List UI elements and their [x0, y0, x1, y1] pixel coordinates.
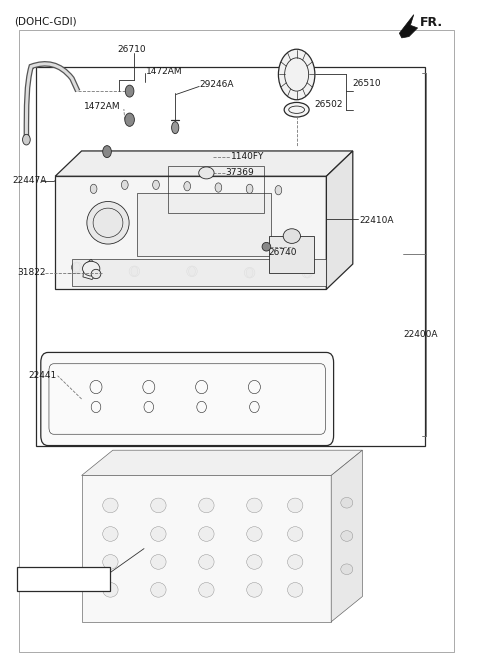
- Ellipse shape: [83, 261, 100, 276]
- Text: 26510: 26510: [353, 78, 382, 88]
- Ellipse shape: [247, 498, 262, 513]
- Ellipse shape: [262, 242, 271, 251]
- Text: 31822: 31822: [17, 268, 45, 277]
- Ellipse shape: [187, 266, 197, 277]
- Ellipse shape: [151, 527, 166, 541]
- Circle shape: [90, 184, 97, 194]
- Circle shape: [121, 180, 128, 190]
- Text: 29246A: 29246A: [200, 80, 234, 89]
- Ellipse shape: [247, 583, 262, 597]
- Circle shape: [23, 134, 30, 145]
- Circle shape: [131, 267, 138, 276]
- Polygon shape: [83, 259, 99, 279]
- Text: (DOHC-GDI): (DOHC-GDI): [14, 16, 77, 27]
- FancyBboxPatch shape: [41, 352, 334, 446]
- Circle shape: [189, 267, 195, 276]
- Polygon shape: [82, 450, 362, 475]
- Bar: [82, 198, 88, 203]
- Polygon shape: [326, 151, 353, 289]
- Ellipse shape: [151, 555, 166, 569]
- Ellipse shape: [172, 122, 179, 134]
- Ellipse shape: [288, 555, 303, 569]
- Ellipse shape: [199, 583, 214, 597]
- Text: 22441: 22441: [29, 371, 57, 380]
- Polygon shape: [399, 15, 418, 38]
- Text: FR.: FR.: [420, 16, 443, 29]
- Circle shape: [275, 186, 282, 195]
- Ellipse shape: [341, 497, 353, 508]
- Bar: [72, 259, 326, 286]
- Ellipse shape: [288, 498, 303, 513]
- Ellipse shape: [283, 229, 300, 243]
- Text: REF.20-221B: REF.20-221B: [24, 575, 83, 584]
- FancyBboxPatch shape: [17, 567, 110, 591]
- Text: 26710: 26710: [118, 45, 146, 55]
- Polygon shape: [203, 158, 210, 166]
- Circle shape: [153, 180, 159, 190]
- Text: 26502: 26502: [314, 100, 343, 109]
- Bar: [36, 66, 425, 446]
- Polygon shape: [55, 176, 326, 289]
- Bar: [269, 236, 314, 273]
- Ellipse shape: [87, 201, 129, 244]
- Circle shape: [246, 184, 253, 194]
- Ellipse shape: [151, 498, 166, 513]
- Text: 37369: 37369: [226, 168, 254, 178]
- Polygon shape: [82, 475, 331, 622]
- Ellipse shape: [244, 267, 255, 278]
- Ellipse shape: [129, 266, 140, 277]
- Ellipse shape: [103, 555, 118, 569]
- Circle shape: [304, 268, 311, 277]
- Ellipse shape: [91, 269, 101, 279]
- Circle shape: [246, 268, 253, 277]
- Ellipse shape: [341, 531, 353, 541]
- Text: 22447A: 22447A: [12, 176, 47, 186]
- Bar: [81, 175, 88, 183]
- Ellipse shape: [103, 583, 118, 597]
- Text: 1472AM: 1472AM: [84, 102, 120, 111]
- Ellipse shape: [199, 498, 214, 513]
- Ellipse shape: [103, 527, 118, 541]
- Bar: [168, 166, 264, 213]
- Circle shape: [103, 146, 111, 158]
- Ellipse shape: [288, 583, 303, 597]
- Ellipse shape: [103, 498, 118, 513]
- Text: 22410A: 22410A: [359, 216, 394, 225]
- Ellipse shape: [199, 555, 214, 569]
- Circle shape: [184, 182, 191, 191]
- Circle shape: [125, 113, 134, 126]
- Ellipse shape: [284, 102, 309, 117]
- Circle shape: [278, 49, 315, 100]
- Ellipse shape: [72, 262, 82, 273]
- Ellipse shape: [199, 167, 214, 179]
- Polygon shape: [331, 450, 362, 622]
- Ellipse shape: [288, 527, 303, 541]
- Text: 1140FY: 1140FY: [231, 152, 265, 162]
- Circle shape: [73, 263, 80, 272]
- Ellipse shape: [302, 267, 312, 278]
- Text: 1472AM: 1472AM: [146, 66, 183, 76]
- Polygon shape: [55, 151, 353, 176]
- Text: 22400A: 22400A: [403, 330, 438, 339]
- Circle shape: [125, 85, 134, 97]
- Ellipse shape: [341, 564, 353, 575]
- Ellipse shape: [151, 583, 166, 597]
- Bar: [202, 152, 211, 166]
- Ellipse shape: [199, 527, 214, 541]
- Text: 26740: 26740: [269, 247, 297, 257]
- Circle shape: [215, 183, 222, 192]
- Bar: [137, 193, 271, 256]
- Ellipse shape: [247, 527, 262, 541]
- Ellipse shape: [247, 555, 262, 569]
